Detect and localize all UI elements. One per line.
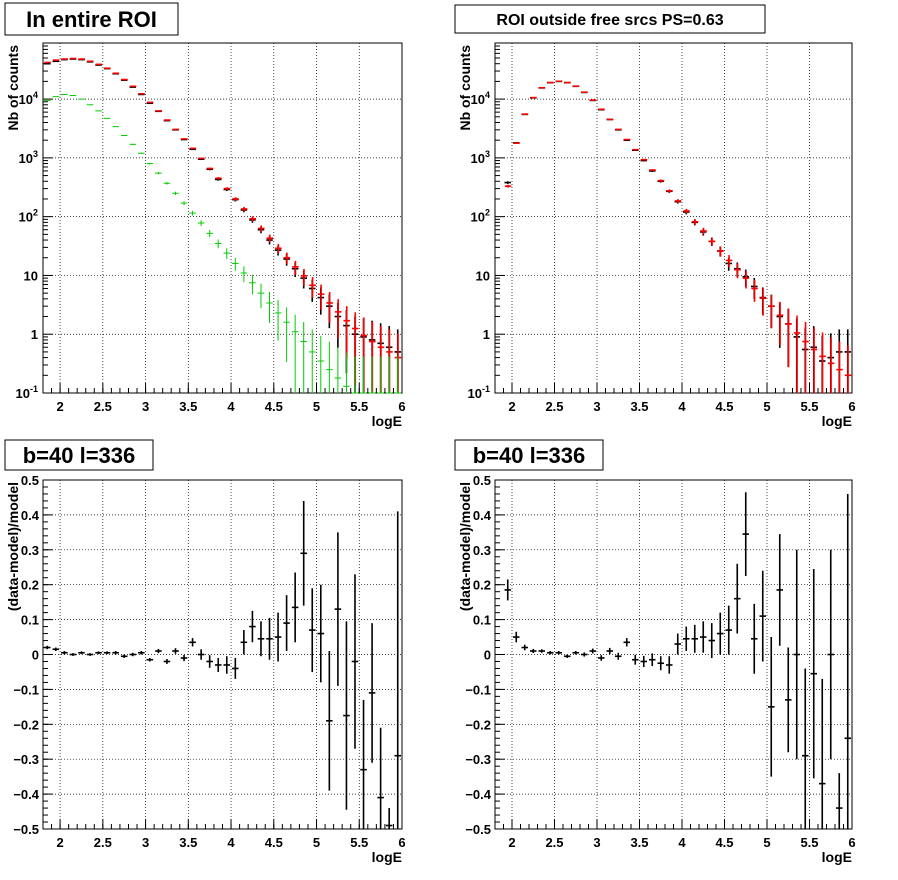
title-box bbox=[454, 439, 604, 471]
title-box bbox=[454, 4, 766, 34]
x-tick-label: 2 bbox=[56, 835, 63, 850]
y-tick-label: 0.2 bbox=[21, 578, 39, 593]
y-tick-label: 103 bbox=[471, 149, 490, 166]
x-tick-label: 5 bbox=[763, 399, 770, 414]
x-tick-label: 5 bbox=[313, 399, 320, 414]
y-tick-label: 104 bbox=[471, 90, 490, 107]
y-axis-label: (data-model)/model bbox=[457, 482, 473, 611]
x-tick-label: 3.5 bbox=[179, 399, 197, 414]
x-tick-label: 6 bbox=[848, 399, 855, 414]
y-tick-label: 10 bbox=[476, 268, 490, 283]
x-tick-label: 4 bbox=[227, 399, 235, 414]
y-axis-label: Nb of counts bbox=[5, 45, 21, 131]
x-tick-label: 2.5 bbox=[545, 399, 563, 414]
x-tick-label: 6 bbox=[848, 835, 855, 850]
y-tick-label: −0.4 bbox=[465, 787, 491, 802]
y-tick-label: 10-1 bbox=[468, 384, 490, 401]
x-tick-label: 6 bbox=[398, 399, 405, 414]
y-tick-label: 0.3 bbox=[473, 543, 491, 558]
x-tick-label: 2 bbox=[56, 399, 63, 414]
y-tick-label: 102 bbox=[471, 208, 490, 225]
y-tick-label: 0.1 bbox=[473, 613, 491, 628]
chart-title: ROI outside free srcs PS=0.63 bbox=[496, 12, 723, 29]
y-tick-label: −0.1 bbox=[13, 682, 39, 697]
x-tick-label: 4 bbox=[227, 835, 235, 850]
y-tick-label: 0 bbox=[32, 648, 39, 663]
y-tick-label: −0.3 bbox=[465, 752, 491, 767]
x-tick-label: 3.5 bbox=[630, 399, 648, 414]
y-tick-label: 0.3 bbox=[21, 543, 39, 558]
y-tick-label: 1 bbox=[483, 327, 490, 342]
title-box bbox=[4, 2, 179, 36]
x-tick-label: 3 bbox=[142, 399, 149, 414]
series-2 bbox=[504, 80, 852, 393]
y-tick-label: 103 bbox=[19, 149, 38, 166]
chart-title: b=40 l=336 bbox=[473, 443, 586, 468]
chart-title: In entire ROI bbox=[26, 7, 157, 32]
y-tick-label: 0.4 bbox=[473, 508, 492, 523]
x-tick-label: 4 bbox=[678, 835, 686, 850]
y-tick-label: −0.1 bbox=[465, 682, 491, 697]
x-tick-label: 4.5 bbox=[715, 835, 733, 850]
y-tick-label: −0.4 bbox=[13, 787, 39, 802]
plot-frame bbox=[42, 479, 403, 830]
x-tick-label: 2 bbox=[508, 835, 515, 850]
chart-title: b=40 l=336 bbox=[23, 443, 136, 468]
x-tick-label: 2 bbox=[508, 399, 515, 414]
x-axis-label: logE bbox=[372, 413, 402, 429]
x-tick-label: 2.5 bbox=[545, 835, 563, 850]
x-tick-label: 2.5 bbox=[94, 399, 112, 414]
y-tick-label: 104 bbox=[19, 90, 38, 107]
series-1 bbox=[44, 500, 401, 829]
y-axis-label: (data-model)/model bbox=[5, 482, 21, 611]
x-tick-label: 5.5 bbox=[350, 835, 368, 850]
x-axis-label: logE bbox=[822, 849, 852, 865]
y-tick-label: 0.2 bbox=[473, 578, 491, 593]
x-tick-label: 3.5 bbox=[179, 835, 197, 850]
plot-frame bbox=[494, 42, 853, 394]
title-box bbox=[4, 439, 154, 471]
x-tick-label: 4.5 bbox=[265, 835, 283, 850]
y-tick-label: 0.5 bbox=[473, 473, 491, 488]
y-tick-label: 10-1 bbox=[16, 384, 38, 401]
x-tick-label: 4 bbox=[678, 399, 686, 414]
y-tick-label: 1 bbox=[31, 327, 38, 342]
y-tick-label: 10 bbox=[24, 268, 38, 283]
x-tick-label: 4.5 bbox=[715, 399, 733, 414]
y-axis-label: Nb of counts bbox=[457, 45, 473, 131]
y-tick-label: −0.3 bbox=[13, 752, 39, 767]
y-tick-label: 0 bbox=[484, 648, 491, 663]
y-tick-label: −0.5 bbox=[13, 822, 39, 837]
plot-frame bbox=[42, 42, 403, 394]
x-tick-label: 6 bbox=[398, 835, 405, 850]
x-tick-label: 5 bbox=[313, 835, 320, 850]
x-tick-label: 3 bbox=[593, 399, 600, 414]
y-tick-label: 0.1 bbox=[21, 613, 39, 628]
y-tick-label: −0.5 bbox=[465, 822, 491, 837]
x-tick-label: 2.5 bbox=[94, 835, 112, 850]
y-tick-label: −0.2 bbox=[465, 717, 491, 732]
y-tick-label: 102 bbox=[19, 208, 38, 225]
y-tick-label: 0.4 bbox=[21, 508, 40, 523]
x-tick-label: 5.5 bbox=[800, 399, 818, 414]
series-1 bbox=[504, 492, 851, 829]
x-axis-label: logE bbox=[822, 413, 852, 429]
y-tick-label: −0.2 bbox=[13, 717, 39, 732]
x-tick-label: 5 bbox=[763, 835, 770, 850]
series-3 bbox=[44, 93, 401, 394]
x-tick-label: 4.5 bbox=[265, 399, 283, 414]
x-tick-label: 3 bbox=[142, 835, 149, 850]
y-tick-label: 0.5 bbox=[21, 473, 39, 488]
x-tick-label: 3.5 bbox=[630, 835, 648, 850]
x-tick-label: 5.5 bbox=[350, 399, 368, 414]
x-axis-label: logE bbox=[372, 849, 402, 865]
x-tick-label: 5.5 bbox=[800, 835, 818, 850]
x-tick-label: 3 bbox=[593, 835, 600, 850]
